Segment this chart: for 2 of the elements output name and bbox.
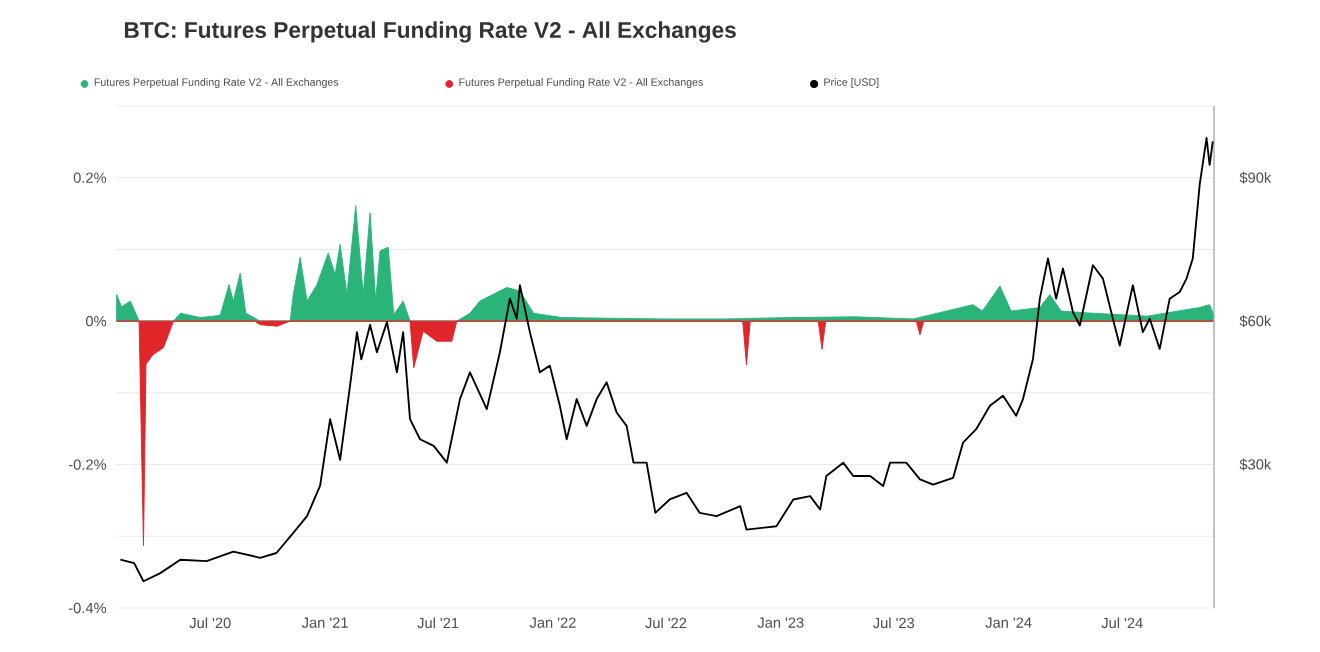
chart-title: BTC: Futures Perpetual Funding Rate V2 - All Exchanges (124, 21, 736, 43)
line-series (119, 137, 1214, 583)
